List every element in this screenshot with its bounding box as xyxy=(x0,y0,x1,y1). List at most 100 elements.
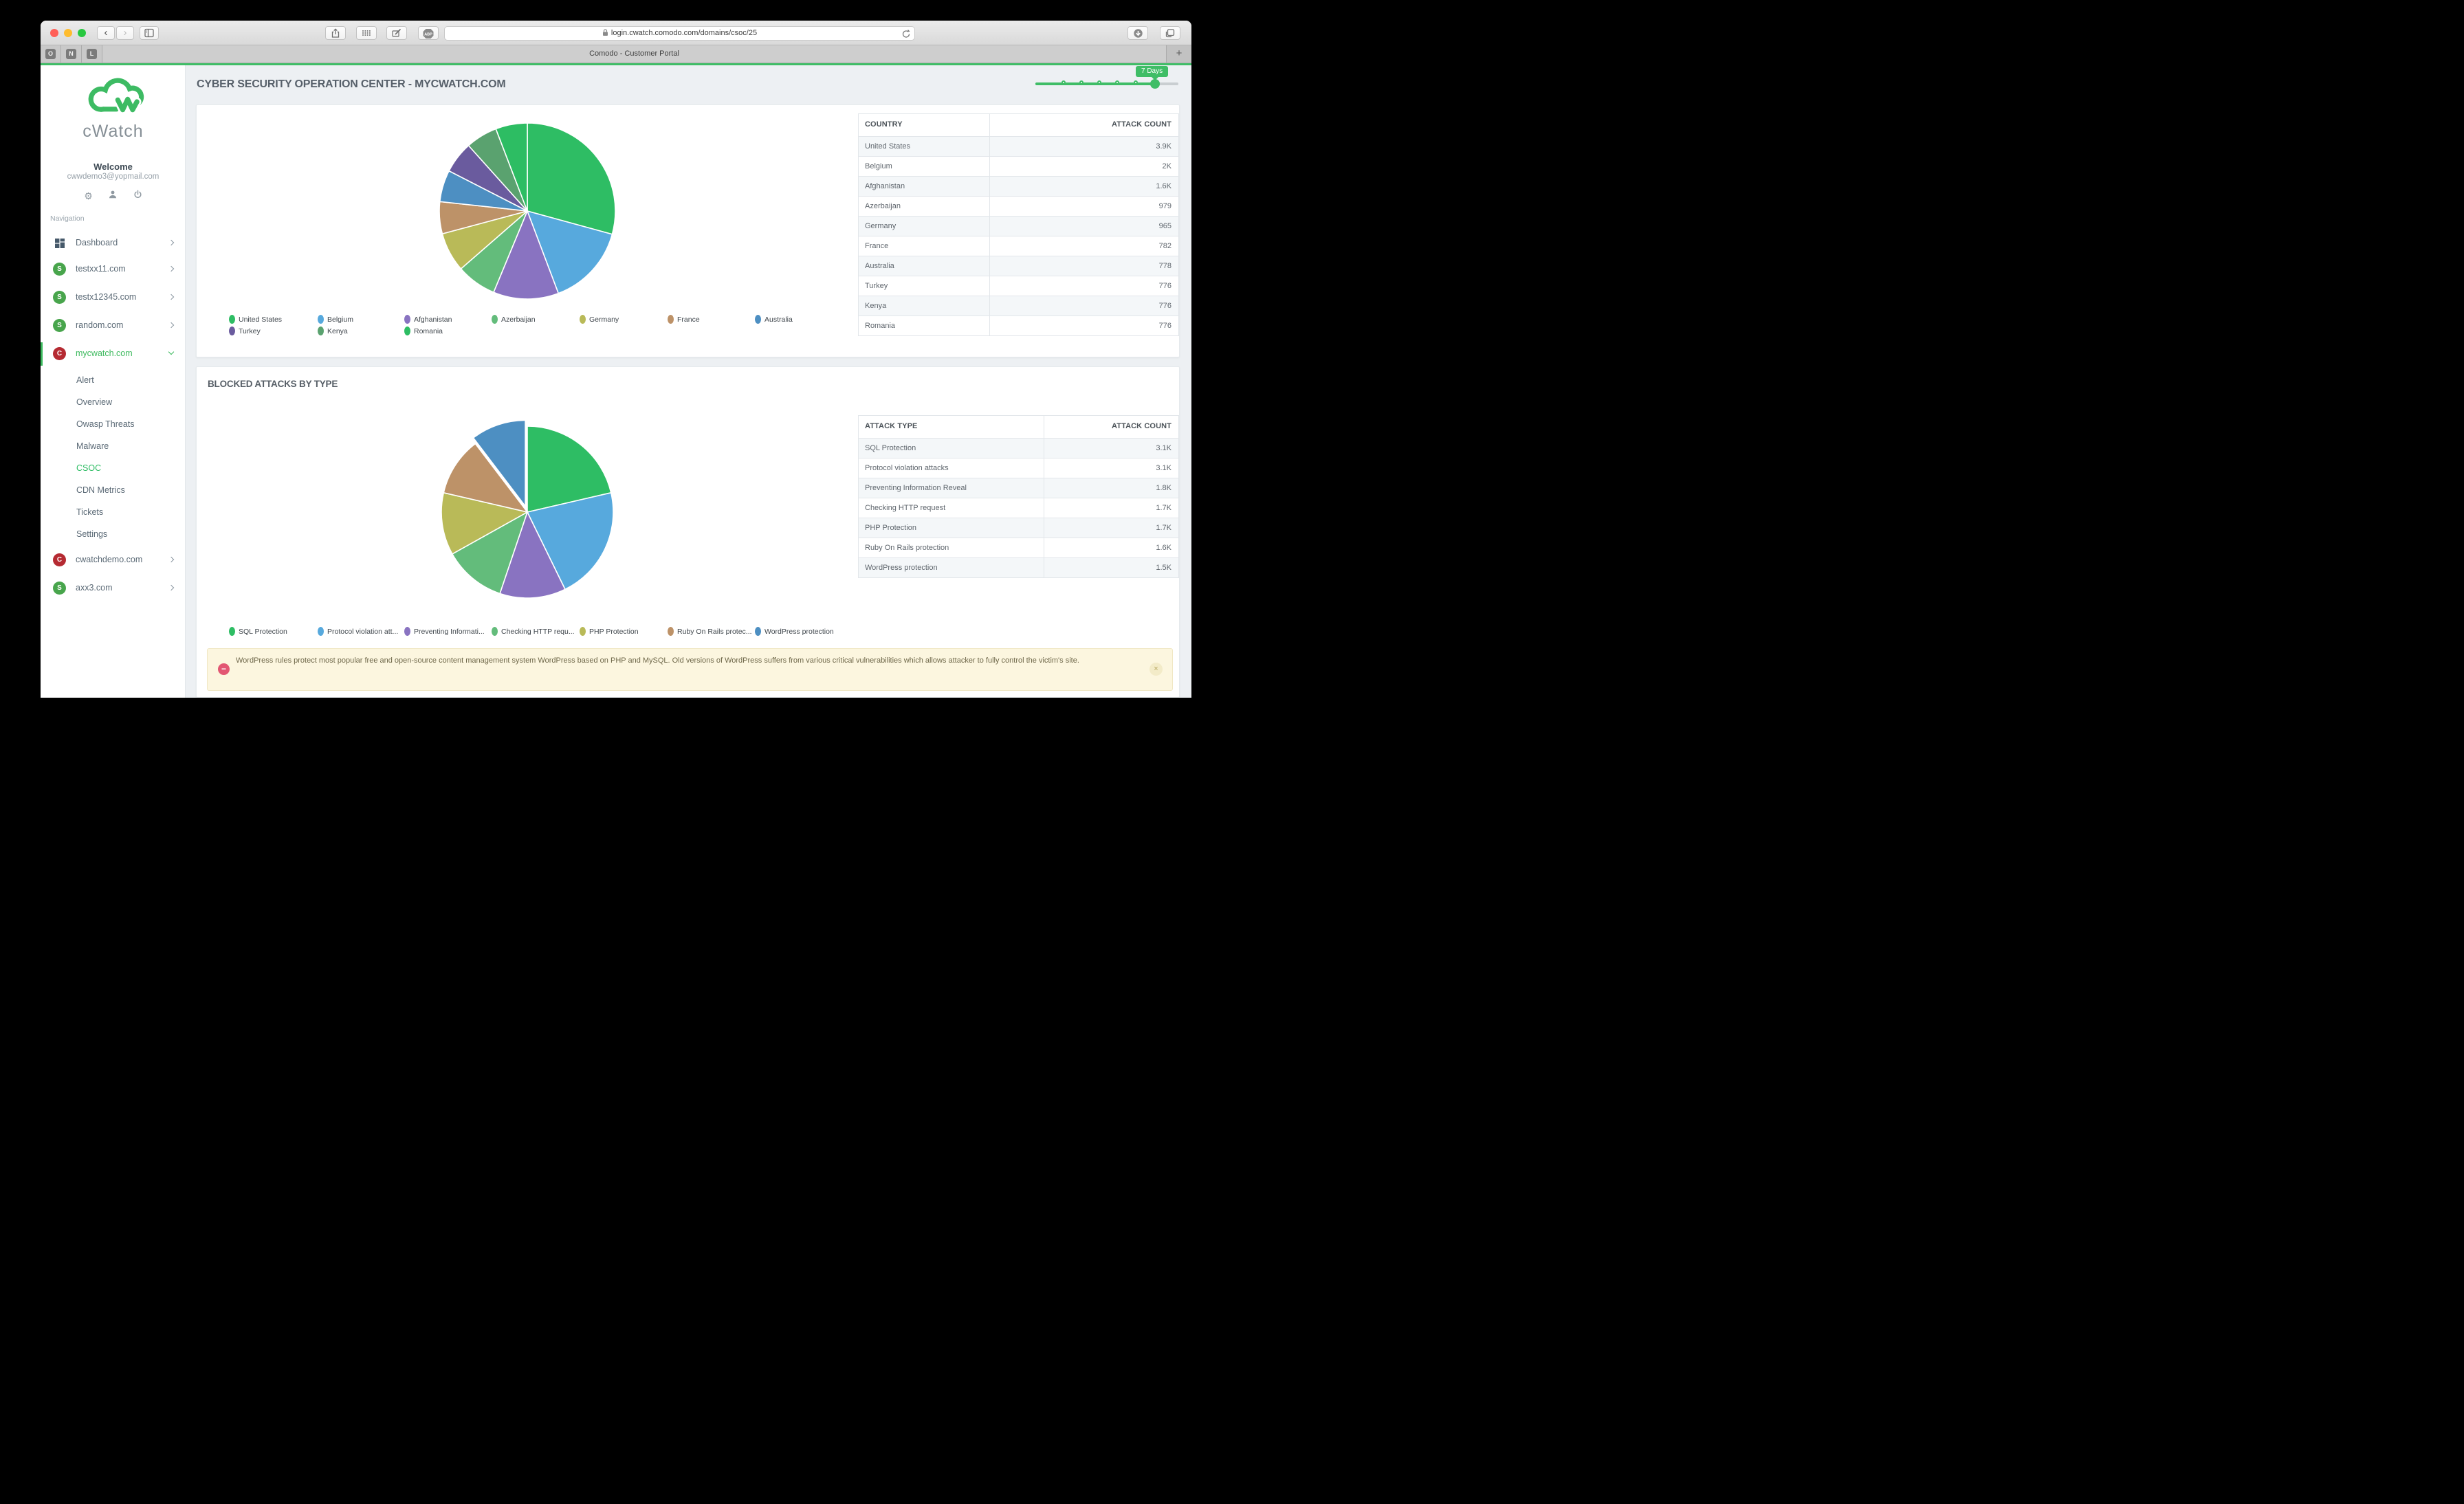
close-icon[interactable]: × xyxy=(1150,663,1163,676)
legend-item-belgium[interactable]: Belgium xyxy=(318,315,353,324)
site-status-badge: C xyxy=(53,553,66,566)
subitem-label: Tickets xyxy=(76,507,104,517)
legend-item-wordpress-protection[interactable]: WordPress protection xyxy=(755,627,834,636)
slider-handle[interactable] xyxy=(1150,79,1160,89)
pie-slice-sql-protection[interactable] xyxy=(527,425,612,513)
sidebar-item-axx3[interactable]: S axx3.com xyxy=(41,577,186,600)
show-all-tabs-button[interactable] xyxy=(1160,26,1180,40)
sidebar-item-dashboard[interactable]: Dashboard xyxy=(41,232,186,255)
top-sites-button[interactable] xyxy=(356,26,377,40)
table-row: Ruby On Rails protection 1.6K xyxy=(859,538,1178,557)
close-window-button[interactable] xyxy=(50,29,58,37)
sidebar-item-testx12345[interactable]: S testx12345.com xyxy=(41,286,186,309)
slider-step-dot[interactable] xyxy=(1115,80,1119,85)
reload-icon xyxy=(902,29,910,38)
sidebar-subitem-overview[interactable]: Overview xyxy=(41,393,186,412)
forward-button[interactable]: › xyxy=(116,26,134,40)
pie-slice-afghanistan[interactable] xyxy=(492,209,560,300)
pinned-tab-3[interactable]: L xyxy=(82,45,102,63)
legend-label: Ruby On Rails protec... xyxy=(677,628,752,636)
legend-item-romania[interactable]: Romania xyxy=(404,327,443,335)
legend-item-protocol-violation[interactable]: Protocol violation att... xyxy=(318,627,398,636)
settings-gear-icon[interactable]: ⚙ xyxy=(84,190,93,201)
plus-icon: + xyxy=(1176,47,1182,59)
tooltip-arrow xyxy=(1152,77,1158,80)
sidebar-subitem-cdn-metrics[interactable]: CDN Metrics xyxy=(41,481,186,500)
slider-step-dot[interactable] xyxy=(1062,80,1066,85)
sidebar-subitem-csoc[interactable]: CSOC xyxy=(41,459,186,478)
sidebar-toggle-button[interactable] xyxy=(140,26,159,40)
active-tab[interactable]: Comodo - Customer Portal xyxy=(102,45,1166,63)
legend-item-australia[interactable]: Australia xyxy=(755,315,793,324)
logout-power-icon[interactable] xyxy=(133,190,142,199)
legend-item-php-protection[interactable]: PHP Protection xyxy=(580,627,639,636)
slider-step-dot[interactable] xyxy=(1134,80,1138,85)
sidebar-subitem-owasp-threats[interactable]: Owasp Threats xyxy=(41,415,186,434)
maximize-window-button[interactable] xyxy=(78,29,86,37)
url-text: login.cwatch.comodo.com/domains/csoc/25 xyxy=(610,29,758,37)
pie-slice-united-states[interactable] xyxy=(527,122,616,235)
column-header: ATTACK COUNT xyxy=(1112,120,1172,129)
sidebar-item-testxx11[interactable]: S testxx11.com xyxy=(41,258,186,281)
legend-item-checking-http[interactable]: Checking HTTP requ... xyxy=(492,627,575,636)
pie-slice-romania[interactable] xyxy=(495,122,528,212)
profile-icon[interactable] xyxy=(108,190,118,199)
slider-step-dot[interactable] xyxy=(1079,80,1084,85)
pie-slice-preventing-information-reveal[interactable] xyxy=(499,510,566,599)
pie-slice-protocol-violation-attacks[interactable] xyxy=(526,491,614,590)
legend-item-afghanistan[interactable]: Afghanistan xyxy=(404,315,452,324)
sidebar-subitem-alert[interactable]: Alert xyxy=(41,371,186,390)
new-tab-button[interactable]: + xyxy=(1166,45,1191,63)
table-row: Belgium 2K xyxy=(859,156,1178,176)
sidebar-subitem-tickets[interactable]: Tickets xyxy=(41,503,186,522)
share-button[interactable] xyxy=(325,26,346,40)
legend-label: WordPress protection xyxy=(764,628,834,636)
cell-count: 965 xyxy=(1158,222,1172,230)
main-content[interactable]: CYBER SECURITY OPERATION CENTER - MYCWAT… xyxy=(186,65,1191,698)
cell-country: Australia xyxy=(859,256,990,276)
legend-item-kenya[interactable]: Kenya xyxy=(318,327,348,335)
slider-step-dot[interactable] xyxy=(1097,80,1101,85)
pinned-tab-2[interactable]: N xyxy=(61,45,82,63)
country-pie-chart xyxy=(439,122,616,300)
pie-slice-checking-http-request[interactable] xyxy=(451,511,529,595)
cell-type: Ruby On Rails protection xyxy=(859,538,1044,557)
cell-count: 1.7K xyxy=(1156,504,1172,512)
legend-item-turkey[interactable]: Turkey xyxy=(229,327,261,335)
legend-item-germany[interactable]: Germany xyxy=(580,315,619,324)
downloads-button[interactable] xyxy=(1128,26,1148,40)
attack-type-table: ATTACK TYPE ATTACK COUNT SQL Protection 3.… xyxy=(858,415,1179,578)
sidebar-subitem-malware[interactable]: Malware xyxy=(41,437,186,456)
legend-dot xyxy=(492,627,498,636)
legend-item-azerbaijan[interactable]: Azerbaijan xyxy=(492,315,536,324)
pie-slice-php-protection[interactable] xyxy=(441,491,529,555)
legend-item-united-states[interactable]: United States xyxy=(229,315,282,324)
page-title: CYBER SECURITY OPERATION CENTER - MYCWAT… xyxy=(197,78,506,90)
sidebar: cWatch Welcome cwwdemo3@yopmail.com ⚙ Na… xyxy=(41,65,186,698)
pie-slice-ruby-on-rails-protection[interactable] xyxy=(443,443,529,513)
back-button[interactable]: ‹ xyxy=(97,26,115,40)
pie-slice-wordpress-protection[interactable] xyxy=(472,419,526,508)
minimize-window-button[interactable] xyxy=(64,29,72,37)
table-row: United States 3.9K xyxy=(859,136,1178,156)
slider-track-filled[interactable] xyxy=(1035,82,1155,85)
sidebar-item-cwatchdemo[interactable]: C cwatchdemo.com xyxy=(41,549,186,572)
adblock-button[interactable]: ABP xyxy=(418,26,439,40)
sidebar-subitem-settings[interactable]: Settings xyxy=(41,525,186,544)
address-bar[interactable]: login.cwatch.comodo.com/domains/csoc/25 xyxy=(444,26,915,41)
legend-item-sql-protection[interactable]: SQL Protection xyxy=(229,627,287,636)
chevron-right-icon xyxy=(168,322,175,329)
reload-button[interactable] xyxy=(901,28,911,39)
legend-item-france[interactable]: France xyxy=(668,315,700,324)
sidebar-item-mycwatch[interactable]: C mycwatch.com xyxy=(41,342,186,366)
table-row: Kenya 776 xyxy=(859,296,1178,316)
sidebar-item-random[interactable]: S random.com xyxy=(41,314,186,338)
cell-type: SQL Protection xyxy=(859,439,1044,458)
pinned-tab-1[interactable]: O xyxy=(41,45,61,63)
legend-item-ruby-on-rails[interactable]: Ruby On Rails protec... xyxy=(668,627,752,636)
compose-button[interactable] xyxy=(386,26,407,40)
pie-slice-belgium[interactable] xyxy=(526,210,613,294)
site-status-badge: S xyxy=(53,291,66,304)
cell-count: 3.1K xyxy=(1156,444,1172,452)
legend-item-preventing-information[interactable]: Preventing Informati... xyxy=(404,627,485,636)
